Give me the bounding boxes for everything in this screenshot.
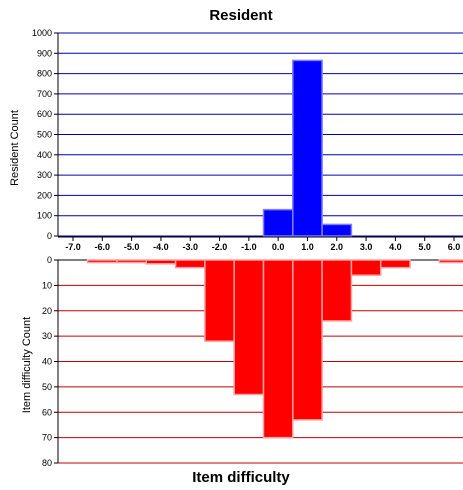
top-y-tick-label: 200 [37,190,52,200]
x-tick-label: -5.0 [124,242,140,252]
bottom-bar [379,259,411,269]
bottom-bar [438,259,463,264]
top-bar [321,223,353,237]
x-tick-label: -1.0 [241,242,257,252]
bottom-y-tick-label: 40 [42,357,52,367]
x-tick-label: -7.0 [65,242,81,252]
bottom-y-tick-label: 20 [42,306,52,316]
bottom-bar [86,259,118,264]
top-bar [292,59,323,237]
top-y-axis-label: Resident Count [9,110,21,186]
bottom-y-axis-label: Item difficulty Count [21,317,33,413]
top-y-tick-label: 100 [37,211,52,221]
bottom-y-tick-label: 0 [47,255,52,265]
x-tick-label: -3.0 [182,242,198,252]
bottom-y-tick-label: 30 [42,331,52,341]
bottom-y-tick-label: 80 [42,458,52,468]
x-axis-label: Item difficulty [192,469,290,486]
x-tick-label: 2.0 [331,242,344,252]
top-y-tick-label: 500 [37,130,52,140]
bottom-bar [350,259,382,276]
top-y-tick-label: 800 [37,69,52,79]
bottom-bar [204,259,235,342]
bottom-bar [174,259,206,269]
x-tick-label: 3.0 [360,242,373,252]
bottom-y-tick-label: 60 [42,407,52,417]
top-y-tick-label: 700 [37,89,52,99]
top-bar [262,208,294,237]
x-tick-label: 4.0 [389,242,402,252]
top-y-tick-label: 900 [37,48,52,58]
top-y-tick-label: 1000 [32,28,52,38]
x-tick-label: -4.0 [153,242,169,252]
top-y-tick-label: 300 [37,170,52,180]
bottom-y-tick-label: 70 [42,433,52,443]
bottom-bar [292,259,323,421]
x-tick-label: 0.0 [272,242,285,252]
x-tick-label: -2.0 [212,242,228,252]
bottom-bar [262,259,294,439]
bottom-y-tick-label: 50 [42,382,52,392]
top-y-tick-label: 600 [37,109,52,119]
top-y-tick-label: 400 [37,150,52,160]
x-tick-label: 1.0 [301,242,314,252]
top-y-tick-label: 0 [47,231,52,241]
x-tick-label: 6.0 [448,242,461,252]
bottom-bar [116,259,148,264]
x-tick-label: -6.0 [95,242,111,252]
x-tick-label: 5.0 [418,242,431,252]
bottom-bar [145,259,177,265]
bottom-y-tick-label: 10 [42,280,52,290]
bottom-bar [233,259,265,396]
chart-title: Resident [209,7,272,24]
bottom-bar [321,259,353,322]
